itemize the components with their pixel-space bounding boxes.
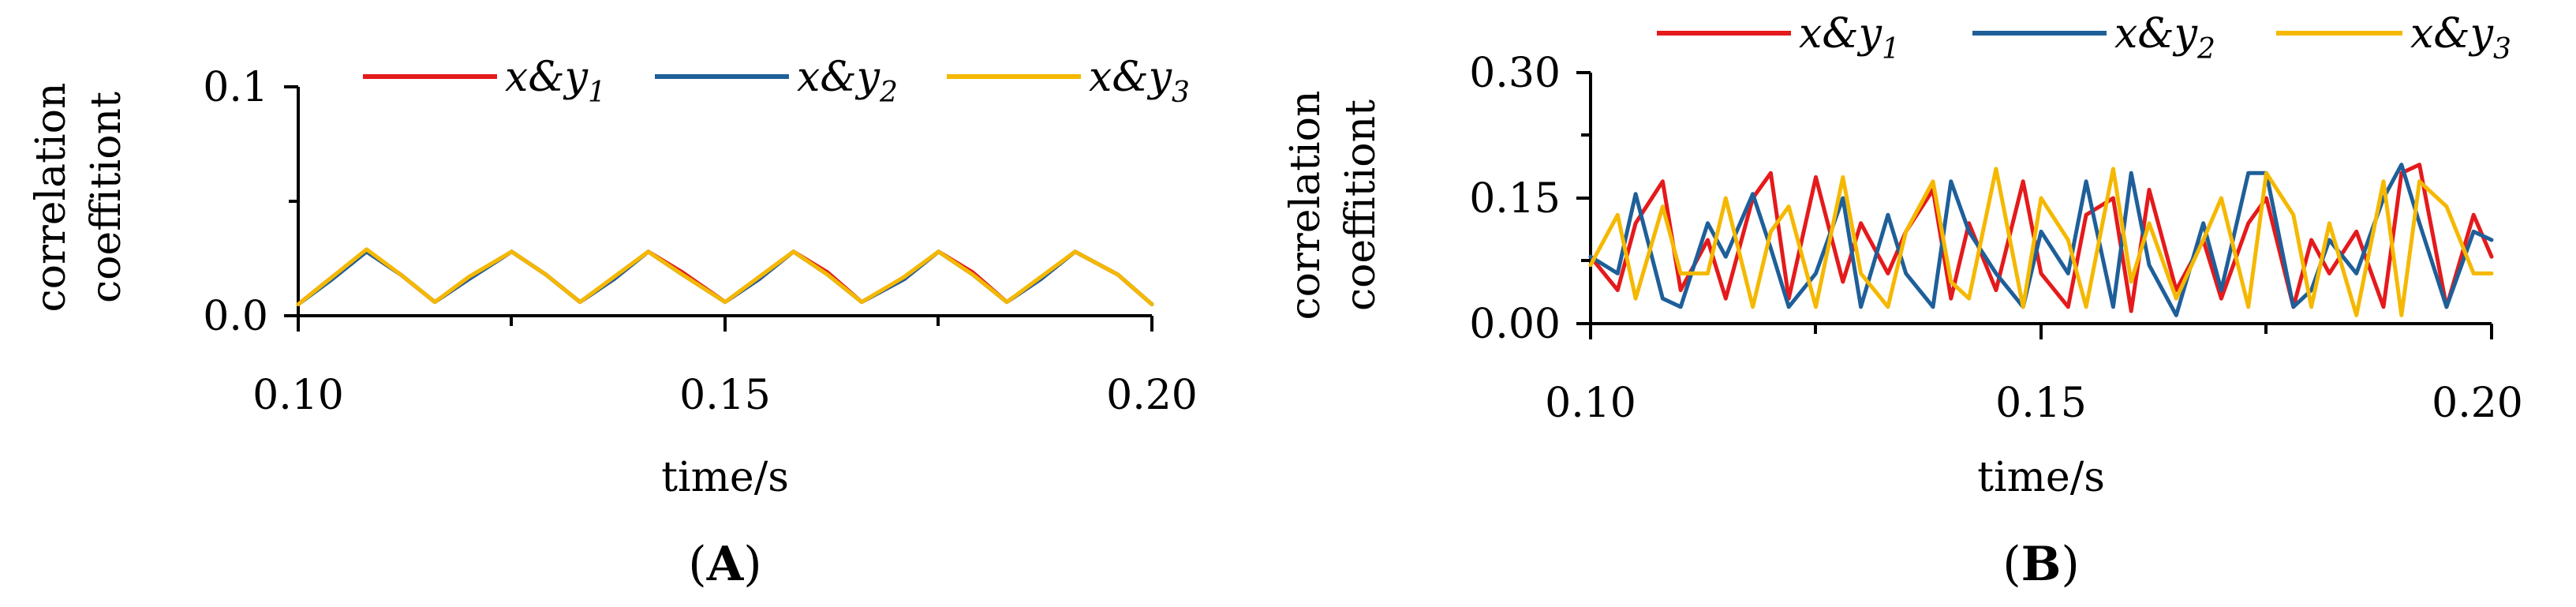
panel-a-xtick-label-2: 0.20 (1106, 372, 1198, 419)
panel-a: correlation coeffitiont 0.0 0.1 0.10 0.1… (28, 54, 1198, 592)
panel-b-label: (B) (2002, 537, 2080, 592)
panel-a-ytick-label-0: 0.0 (203, 293, 268, 340)
panel-b-y-axis-label: correlation coeffitiont (1282, 91, 1385, 320)
panel-b-legend-label-3: x&y3 (2410, 10, 2511, 66)
panel-a-series-line-3 (296, 247, 1154, 306)
panel-a-ylabel-line-1: correlation (28, 83, 75, 313)
panel-a-ylabel-line-2: coeffitiont (83, 92, 130, 303)
panel-a-ytick-label-1: 0.1 (203, 64, 268, 111)
panel-a-label: (A) (688, 537, 761, 592)
panel-a-legend: x&y1 x&y2 x&y3 (363, 54, 1190, 109)
panel-a-legend-label-3: x&y3 (1089, 54, 1190, 109)
panel-b-ylabel-line-1: correlation (1282, 91, 1329, 320)
panel-b-ytick-label-1: 0.15 (1469, 175, 1561, 223)
panel-a-legend-label-1: x&y1 (505, 54, 606, 109)
panel-b-legend: x&y1 x&y2 x&y3 (1657, 10, 2511, 66)
panel-b-ytick-label-0: 0.00 (1469, 301, 1561, 348)
panel-b-x-axis-label: time/s (1977, 454, 2105, 501)
panel-a-legend-label-2: x&y2 (797, 54, 898, 109)
panel-b: correlation coeffitiont 0.00 0.15 0.30 0… (1282, 10, 2523, 592)
panel-b-xtick-label-2: 0.20 (2432, 380, 2523, 427)
panel-a-y-axis-label: correlation coeffitiont (28, 83, 130, 313)
panel-a-xtick-label-0: 0.10 (252, 372, 344, 419)
panel-b-ytick-label-2: 0.30 (1469, 50, 1561, 97)
panel-b-xtick-label-1: 0.15 (1995, 380, 2087, 427)
panel-a-xtick-label-1: 0.15 (679, 372, 771, 419)
panel-b-legend-label-1: x&y1 (1799, 10, 1900, 66)
panel-b-ylabel-line-2: coeffitiont (1337, 99, 1385, 311)
panel-b-legend-label-2: x&y2 (2114, 10, 2215, 66)
panel-a-x-axis-label: time/s (661, 454, 789, 501)
panel-b-series-line-3 (1588, 167, 2494, 317)
panel-b-xtick-label-0: 0.10 (1545, 380, 1636, 427)
